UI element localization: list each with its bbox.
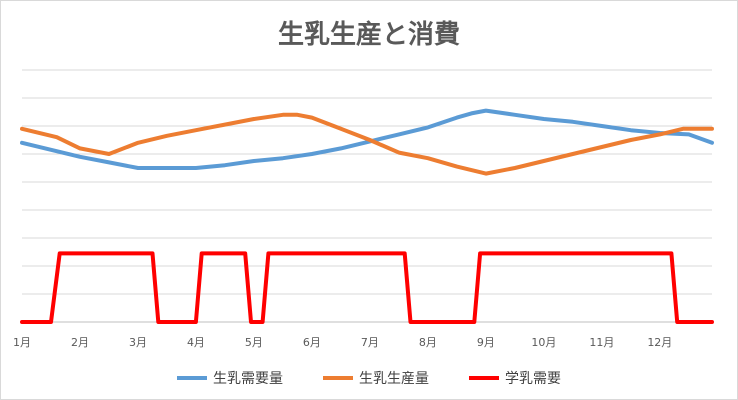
series-lines	[20, 108, 714, 324]
legend-swatch-school-milk	[469, 376, 499, 380]
x-tick-label: 12月	[647, 336, 672, 349]
legend-label-demand: 生乳需要量	[213, 371, 283, 387]
chart-title: 生乳生産と消費	[277, 20, 460, 50]
series-line-2	[20, 251, 714, 324]
legend-item-demand: 生乳需要量	[177, 368, 283, 388]
series-line-0	[20, 108, 714, 170]
legend-swatch-demand	[177, 376, 207, 380]
gridlines	[22, 69, 712, 323]
x-tick-label: 9月	[477, 336, 495, 349]
x-axis-tick-labels: 1月 2月 3月 4月 5月 6月 7月 8月 9月 10月 11月 12月	[13, 336, 672, 349]
x-tick-label: 2月	[71, 336, 89, 349]
legend-item-school-milk: 学乳需要	[469, 368, 561, 388]
x-tick-label: 3月	[129, 336, 147, 349]
series-line-1	[20, 112, 714, 176]
x-tick-label: 4月	[187, 336, 205, 349]
x-tick-label: 7月	[361, 336, 379, 349]
x-tick-label: 8月	[419, 336, 437, 349]
legend: 生乳需要量 生乳生産量 学乳需要	[0, 368, 738, 388]
x-tick-label: 11月	[589, 336, 614, 349]
x-tick-label: 5月	[245, 336, 263, 349]
legend-item-production: 生乳生産量	[323, 368, 429, 388]
legend-label-production: 生乳生産量	[359, 371, 429, 387]
x-tick-label: 10月	[531, 336, 556, 349]
x-tick-label: 1月	[13, 336, 31, 349]
x-tick-label: 6月	[303, 336, 321, 349]
legend-label-school-milk: 学乳需要	[505, 371, 561, 387]
legend-swatch-production	[323, 376, 353, 380]
